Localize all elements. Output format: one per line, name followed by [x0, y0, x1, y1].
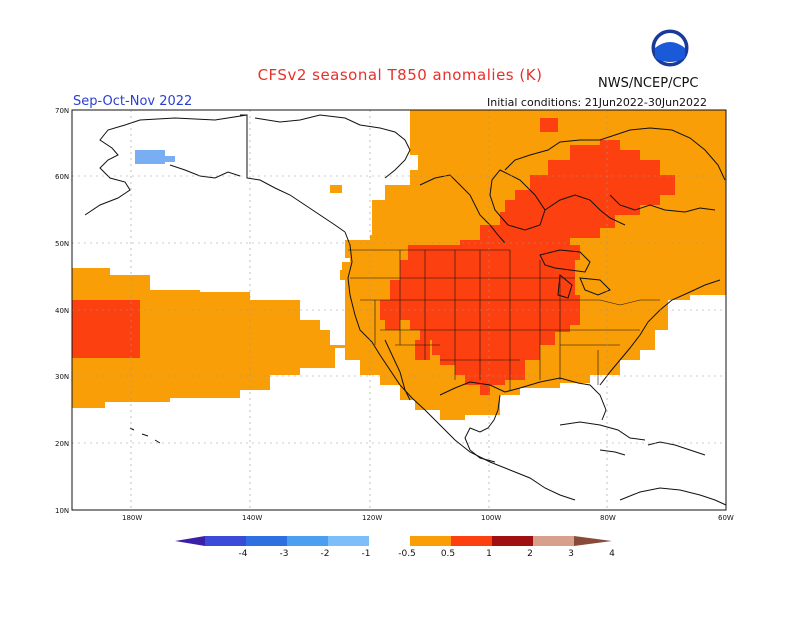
- lat-label: 30N: [55, 373, 69, 381]
- lat-label: 50N: [55, 240, 69, 248]
- longitude-labels: 180W 140W 120W 100W 80W 60W: [122, 514, 734, 522]
- colorbar-label: 0.5: [441, 549, 455, 559]
- colorbar-label: -4: [239, 549, 248, 559]
- colorbar-segment: [410, 536, 451, 546]
- lon-label: 120W: [362, 514, 382, 522]
- latitude-labels: 70N 60N 50N 40N 30N 20N 10N: [55, 107, 69, 515]
- state-borders: [348, 249, 660, 390]
- colorbar-segment: [205, 536, 246, 546]
- colorbar-segment: [328, 536, 369, 546]
- chart-title: CFSv2 seasonal T850 anomalies (K): [257, 66, 543, 84]
- colorbar-arrow-left: [175, 536, 205, 546]
- lat-label: 10N: [55, 507, 69, 515]
- colorbar-label: 1: [486, 549, 492, 559]
- colorbar-segment: [533, 536, 574, 546]
- colorbar-label: -3: [280, 549, 289, 559]
- colorbar-segment: [451, 536, 492, 546]
- colorbar-label: 4: [609, 549, 615, 559]
- colorbar-segment: [287, 536, 328, 546]
- anomaly-region-1-2: [72, 118, 675, 395]
- lat-label: 20N: [55, 440, 69, 448]
- colorbar-label: 2: [527, 549, 533, 559]
- lon-label: 100W: [481, 514, 501, 522]
- lon-label: 140W: [242, 514, 262, 522]
- map-frame: [71, 109, 727, 511]
- colorbar-arrow-right: [574, 536, 612, 546]
- initial-conditions: Initial conditions: 21Jun2022-30Jun2022: [487, 96, 708, 109]
- lon-label: 180W: [122, 514, 142, 522]
- colorbar-segment: [492, 536, 533, 546]
- colorbar-segment: [246, 536, 287, 546]
- colorbar-label: -2: [321, 549, 330, 559]
- colorbar-label: -0.5: [398, 549, 416, 559]
- colorbar: -4 -3 -2 -1 -0.5 0.5 1 2 3 4: [175, 536, 615, 559]
- lon-label: 60W: [718, 514, 734, 522]
- lat-label: 70N: [55, 107, 69, 115]
- colorbar-label: -1: [362, 549, 371, 559]
- graticule: [72, 110, 726, 510]
- colorbar-label: 3: [568, 549, 574, 559]
- lat-label: 40N: [55, 307, 69, 315]
- agency-label: NWS/NCEP/CPC: [598, 76, 699, 91]
- lat-label: 60N: [55, 173, 69, 181]
- anomaly-region-negative-extra: [155, 156, 175, 162]
- forecast-period: Sep-Oct-Nov 2022: [73, 94, 193, 109]
- colorbar-segment: [369, 536, 410, 546]
- lon-label: 80W: [600, 514, 616, 522]
- noaa-logo-icon: [650, 28, 690, 68]
